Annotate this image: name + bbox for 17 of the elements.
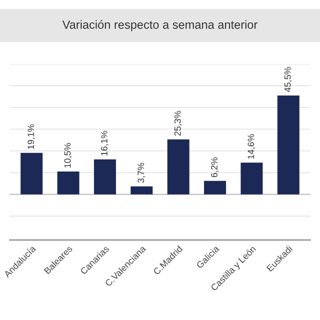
bar — [167, 139, 190, 194]
bar — [94, 159, 116, 194]
chart-title: Variación respecto a semana anterior — [62, 20, 258, 32]
bar — [240, 162, 263, 194]
bar — [57, 172, 80, 194]
bar — [277, 96, 300, 194]
data-label: 10,5% — [64, 143, 72, 168]
data-label: 14,6% — [248, 134, 256, 159]
data-label: 25,3% — [174, 110, 182, 136]
data-label: 3,7% — [138, 162, 146, 183]
bar — [130, 186, 153, 194]
data-label: 6,2% — [211, 157, 219, 178]
data-label: 16,1% — [101, 130, 108, 156]
bar — [204, 180, 226, 194]
data-label: 45,5% — [284, 66, 292, 92]
data-label: 19,1% — [28, 124, 36, 149]
bar — [20, 152, 43, 194]
